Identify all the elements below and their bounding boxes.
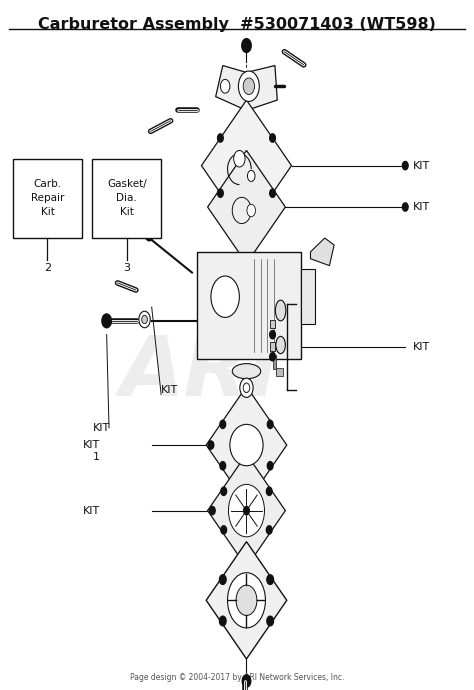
Circle shape	[247, 204, 255, 217]
Polygon shape	[208, 150, 285, 264]
Circle shape	[266, 526, 272, 534]
Text: KIT: KIT	[161, 385, 178, 395]
Text: KIT: KIT	[412, 342, 429, 352]
Circle shape	[219, 575, 226, 584]
Text: Page design © 2004-2017 by ARI Network Services, Inc.: Page design © 2004-2017 by ARI Network S…	[130, 673, 344, 682]
Text: ARI: ARI	[119, 332, 279, 413]
Circle shape	[267, 616, 273, 626]
Circle shape	[267, 575, 273, 584]
Circle shape	[139, 311, 150, 328]
Circle shape	[221, 487, 227, 495]
Circle shape	[270, 189, 275, 197]
Bar	[273, 355, 276, 369]
Circle shape	[102, 314, 111, 328]
Text: KIT: KIT	[92, 423, 109, 433]
Polygon shape	[206, 542, 287, 659]
Polygon shape	[197, 252, 301, 359]
Text: KIT: KIT	[412, 202, 429, 212]
Polygon shape	[206, 386, 287, 504]
Circle shape	[240, 378, 253, 397]
Text: 2: 2	[44, 264, 51, 273]
Polygon shape	[208, 454, 285, 567]
Ellipse shape	[232, 364, 261, 379]
Bar	[276, 368, 283, 376]
Polygon shape	[216, 66, 277, 110]
Circle shape	[211, 276, 239, 317]
Circle shape	[242, 675, 251, 687]
Circle shape	[243, 383, 250, 393]
Circle shape	[219, 616, 226, 626]
Circle shape	[270, 331, 275, 339]
Circle shape	[270, 353, 275, 361]
Polygon shape	[201, 100, 292, 231]
Circle shape	[228, 573, 265, 628]
Bar	[13, 159, 82, 238]
Circle shape	[267, 420, 273, 428]
Circle shape	[266, 487, 272, 495]
Circle shape	[402, 203, 408, 211]
Circle shape	[210, 506, 215, 515]
Circle shape	[267, 462, 273, 470]
Circle shape	[220, 79, 230, 93]
Text: KIT: KIT	[83, 440, 100, 450]
Text: KIT: KIT	[83, 506, 100, 515]
Circle shape	[402, 161, 408, 170]
Ellipse shape	[275, 300, 286, 321]
Circle shape	[220, 420, 226, 428]
Circle shape	[208, 441, 214, 449]
Text: KIT: KIT	[412, 161, 429, 170]
Circle shape	[245, 385, 248, 391]
Circle shape	[220, 462, 226, 470]
Circle shape	[244, 506, 249, 515]
Bar	[92, 159, 161, 238]
Circle shape	[228, 484, 264, 537]
Circle shape	[247, 170, 255, 181]
Circle shape	[236, 585, 257, 615]
Circle shape	[218, 189, 223, 197]
Ellipse shape	[230, 424, 263, 466]
Ellipse shape	[276, 337, 285, 353]
Bar	[301, 269, 315, 324]
Text: 3: 3	[124, 264, 130, 273]
Circle shape	[234, 150, 245, 167]
Circle shape	[142, 315, 147, 324]
Circle shape	[270, 134, 275, 142]
Text: Gasket/
Dia.
Kit: Gasket/ Dia. Kit	[107, 179, 146, 217]
Circle shape	[242, 39, 251, 52]
Bar	[270, 342, 275, 351]
Circle shape	[238, 71, 259, 101]
Bar	[270, 320, 275, 328]
Text: 1: 1	[92, 452, 100, 462]
Text: Carb.
Repair
Kit: Carb. Repair Kit	[31, 179, 64, 217]
Circle shape	[218, 134, 223, 142]
Text: Carburetor Assembly  #530071403 (WT598): Carburetor Assembly #530071403 (WT598)	[38, 17, 436, 32]
Circle shape	[145, 228, 154, 241]
Circle shape	[221, 526, 227, 534]
Circle shape	[243, 78, 255, 95]
Polygon shape	[310, 238, 334, 266]
